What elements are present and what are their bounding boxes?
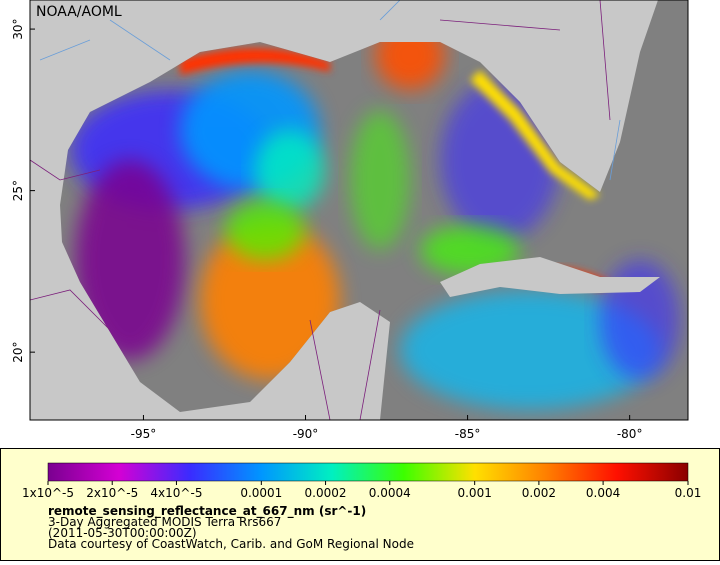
map-area [30,0,688,420]
borders [30,0,611,420]
rivers [39,0,621,181]
reflectance-field [70,20,680,410]
lat-tick-label: 30° [11,18,25,39]
florida-coast [470,70,600,200]
legend-line: Data courtesy of CoastWatch, Carib. and … [48,537,414,551]
red-coast-band [180,47,330,75]
lat-tick-label: 25° [11,180,25,201]
green-streaks [350,110,410,250]
variable-name: remote_sensing_reflectance_at_667_nm (sr… [48,504,366,519]
legend-line: (2011-05-30T00:00:00Z) [48,526,197,540]
caribbean-cyan [400,290,660,410]
lon-tick-label: -85° [455,427,481,441]
colorbar-tick-label: 1x10^-5 [22,486,74,500]
map-frame [29,0,689,421]
colorbar [47,462,689,482]
lon-tick-label: -80° [617,427,643,441]
colorbar-tick-label: 4x10^-5 [150,486,202,500]
colorbar-tick-label: 0.01 [675,486,702,500]
lat-tick-label: 20° [11,342,25,363]
blue-east [440,80,560,240]
colorbar-tick-label: 0.0004 [369,486,411,500]
colorbar-tick-label: 0.0002 [305,486,347,500]
lon-tick-label: -95° [131,427,157,441]
colorbar-tick-label: 0.002 [522,486,556,500]
colorbar-tick-label: 0.004 [586,486,620,500]
colorbar-tick-label: 0.0001 [240,486,282,500]
orange-region [200,220,340,380]
colorbar-tick-label: 2x10^-5 [86,486,138,500]
cyan-region [255,130,325,210]
cuba [440,257,660,297]
lon-tick-label: -90° [293,427,319,441]
green-region [225,200,305,260]
logo: NOAA/AOML [36,4,122,20]
colorbar-tick-label: 0.001 [457,486,491,500]
legend-line: 3-Day Aggregated MODIS Terra Rrs667 [48,515,281,529]
purple-region [75,160,185,360]
